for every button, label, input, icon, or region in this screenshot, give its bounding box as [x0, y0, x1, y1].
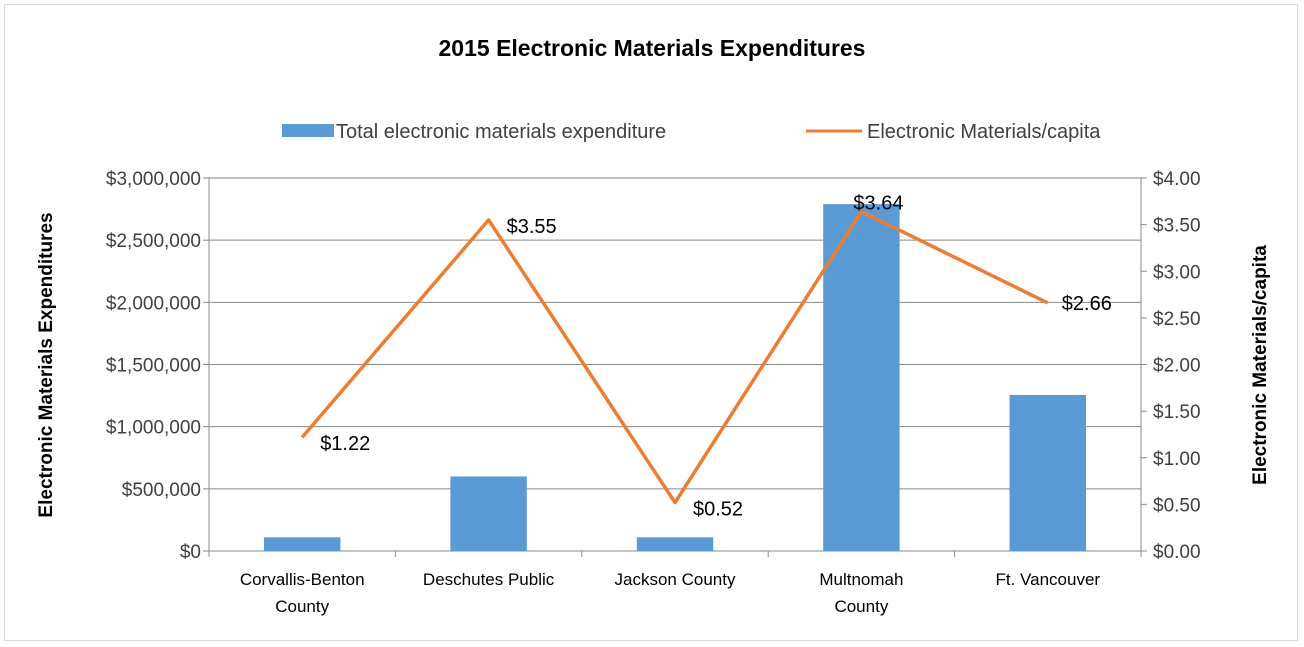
line-series: $1.22 $3.55 $0.52 $3.64 $2.66	[300, 193, 1112, 521]
bar	[636, 537, 714, 551]
bar	[263, 537, 341, 551]
legend-bar-label: Total electronic materials expenditure	[336, 121, 666, 143]
data-label: $0.52	[693, 499, 743, 521]
legend-line-label: Electronic Materials/capita	[867, 121, 1101, 143]
data-label: $3.55	[507, 216, 557, 238]
right-tick-label: $1.00	[1153, 449, 1201, 470]
data-label: $3.64	[853, 193, 903, 215]
right-axis-ticks: $0.00 $0.50 $1.00 $1.50 $2.00 $2.50 $3.00 $3.50…	[1141, 169, 1201, 563]
line-path	[300, 209, 1049, 505]
right-tick-label: $2.50	[1153, 309, 1201, 330]
data-label: $1.22	[320, 433, 370, 455]
bar	[823, 204, 900, 552]
left-tick-label: $500,000	[122, 480, 201, 501]
right-tick-label: $1.50	[1153, 402, 1201, 423]
category-label: Jackson County	[615, 570, 736, 589]
legend: Total electronic materials expenditure E…	[282, 121, 1101, 143]
left-tick-label: $2,500,000	[106, 231, 201, 252]
bar-series	[263, 204, 1087, 552]
category-label: Deschutes Public	[423, 570, 555, 589]
right-tick-label: $3.00	[1153, 262, 1201, 283]
right-tick-label: $0.00	[1153, 542, 1201, 563]
category-label: County	[834, 597, 888, 616]
bar	[450, 476, 527, 551]
right-tick-label: $0.50	[1153, 495, 1201, 516]
right-tick-label: $2.00	[1153, 356, 1201, 377]
category-label: Multnomah	[819, 570, 903, 589]
bar	[1009, 394, 1087, 551]
category-label: Corvallis-Benton	[240, 570, 365, 589]
category-label: Ft. Vancouver	[996, 570, 1101, 589]
right-axis-title: Electronic Materials/capita	[1250, 245, 1271, 485]
right-tick-label: $3.50	[1153, 216, 1201, 237]
left-tick-label: $3,000,000	[106, 169, 201, 190]
left-axis-ticks: $0 $500,000 $1,000,000 $1,500,000 $2,000,000…	[106, 169, 201, 563]
left-tick-label: $2,000,000	[106, 293, 201, 314]
chart-title: 2015 Electronic Materials Expenditures	[439, 35, 866, 61]
data-label: $2.66	[1062, 293, 1112, 315]
left-tick-label: $1,000,000	[106, 418, 201, 439]
right-tick-label: $4.00	[1153, 169, 1201, 190]
legend-bar-swatch	[282, 124, 334, 137]
left-tick-label: $1,500,000	[106, 356, 201, 377]
category-label: County	[275, 597, 329, 616]
left-axis-title: Electronic Materials Expenditures	[36, 212, 57, 517]
left-tick-label: $0	[180, 542, 201, 563]
category-labels: Corvallis-Benton County Deschutes Public Ja…	[240, 570, 1101, 616]
